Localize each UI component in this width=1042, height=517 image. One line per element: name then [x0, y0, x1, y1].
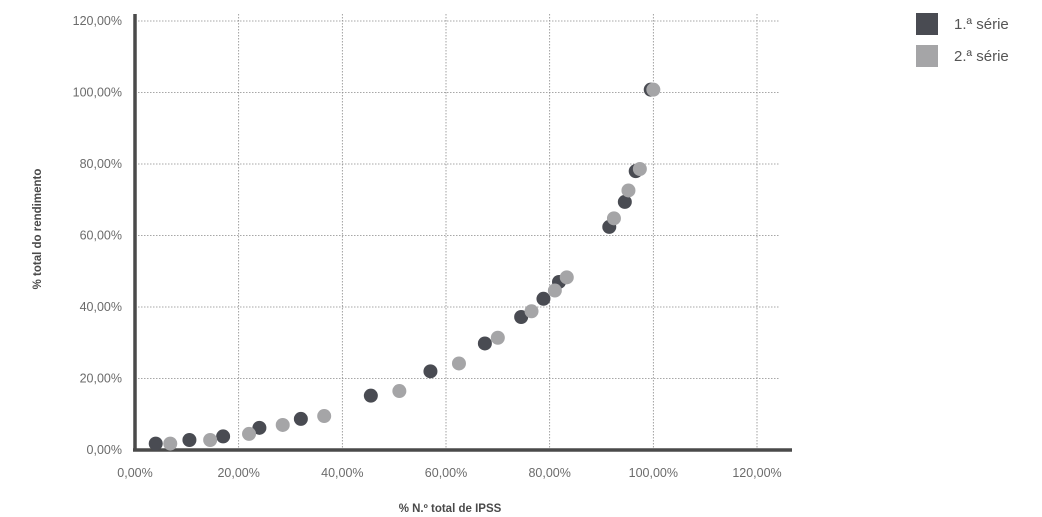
series-1-points: [148, 82, 658, 451]
data-point: [148, 436, 163, 451]
data-point: [363, 388, 378, 403]
data-point: [203, 432, 218, 447]
x-tick-label: 20,00%: [217, 466, 259, 480]
data-point: [216, 429, 231, 444]
data-point: [451, 356, 466, 371]
data-points: [148, 82, 661, 451]
y-axis-title: % total do rendimento: [32, 169, 44, 290]
data-point: [163, 436, 178, 451]
data-point: [182, 432, 197, 447]
data-point: [242, 426, 257, 441]
data-point: [536, 291, 551, 306]
y-tick-label: 20,00%: [80, 372, 122, 386]
data-point: [392, 384, 407, 399]
data-point: [423, 364, 438, 379]
data-point: [621, 183, 636, 198]
data-point: [477, 336, 492, 351]
x-axis-title: % N.º total de IPSS: [399, 503, 502, 515]
y-tick-label: 60,00%: [80, 229, 122, 243]
y-tick-label: 80,00%: [80, 157, 122, 171]
x-tick-label: 80,00%: [528, 466, 570, 480]
axes: [133, 14, 792, 452]
data-point: [632, 162, 647, 177]
y-tick-label: 100,00%: [73, 86, 122, 100]
x-tick-label: 40,00%: [321, 466, 363, 480]
data-point: [524, 304, 539, 319]
data-point: [514, 310, 529, 325]
legend-item-series-1: 1.ª série: [916, 8, 1009, 40]
data-point: [559, 270, 574, 285]
series-2-points: [163, 82, 661, 451]
data-point: [617, 194, 632, 209]
y-tick-label: 0,00%: [87, 443, 122, 457]
data-point: [275, 417, 290, 432]
legend-swatch-series-2: [916, 45, 938, 67]
legend-swatch-series-1: [916, 13, 938, 35]
x-tick-label: 0,00%: [117, 466, 152, 480]
data-point: [547, 283, 562, 298]
x-tick-label: 60,00%: [425, 466, 467, 480]
x-tick-label: 120,00%: [732, 466, 781, 480]
data-point: [646, 82, 661, 97]
y-tick-label: 40,00%: [80, 300, 122, 314]
legend-label-series-1: 1.ª série: [954, 15, 1009, 33]
data-point: [293, 411, 308, 426]
data-point: [252, 420, 267, 435]
x-tick-label: 100,00%: [629, 466, 678, 480]
y-tick-label: 120,00%: [73, 14, 122, 28]
legend-item-series-2: 2.ª série: [916, 40, 1009, 72]
data-point: [490, 330, 505, 345]
legend-label-series-2: 2.ª série: [954, 47, 1009, 65]
data-point: [317, 409, 332, 424]
data-point: [606, 211, 621, 226]
tick-labels: 0,00% 20,00% 40,00% 60,00% 80,00% 100,00% 120,…: [73, 14, 782, 480]
grid-lines: [135, 14, 780, 450]
legend: 1.ª série 2.ª série: [916, 8, 1009, 72]
